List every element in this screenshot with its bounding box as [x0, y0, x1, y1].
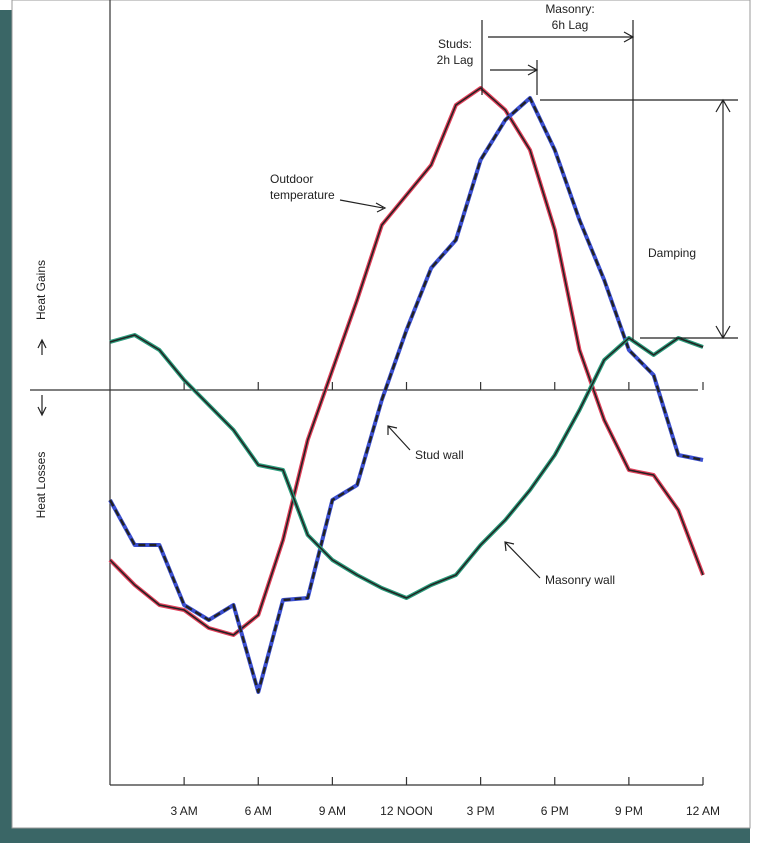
x-tick-label: 9 AM — [319, 804, 346, 818]
annotation: Masonry: — [545, 2, 594, 16]
annotation: Masonry wall — [545, 573, 615, 587]
x-tick-label: 6 AM — [245, 804, 272, 818]
annotation: 6h Lag — [552, 18, 589, 32]
x-tick-label: 3 AM — [170, 804, 197, 818]
x-tick-label: 9 PM — [615, 804, 643, 818]
annotation-arrow — [387, 425, 411, 451]
lag-arrow — [481, 20, 539, 95]
damping-arrow — [540, 98, 738, 340]
x-tick-label: 12 AM — [686, 804, 720, 818]
annotation: temperature — [270, 188, 335, 202]
y-arrows — [37, 338, 47, 417]
annotation: Studs: — [438, 37, 472, 51]
x-tick-label: 6 PM — [541, 804, 569, 818]
series-overlay — [109, 334, 704, 599]
series-overlay — [109, 87, 704, 636]
annotation-arrow — [504, 541, 541, 579]
annotation: 2h Lag — [437, 53, 474, 67]
annotation: Damping — [648, 246, 696, 260]
x-tick-label: 3 PM — [467, 804, 495, 818]
plot: 3 AM 6 AM 9 AM 12 NOON 3 PM 6 PM 9 PM 12 AM — [30, 0, 720, 818]
lag-arrow — [488, 20, 635, 340]
annotation: Outdoor — [270, 172, 313, 186]
panel — [11, 0, 751, 829]
series-overlay — [108, 96, 704, 694]
annotation-arrow — [339, 199, 387, 213]
x-tick-label: 12 NOON — [380, 804, 433, 818]
y-label-losses: Heat Losses — [34, 452, 48, 519]
y-label-gains: Heat Gains — [34, 260, 48, 320]
annotation: Stud wall — [415, 448, 464, 462]
